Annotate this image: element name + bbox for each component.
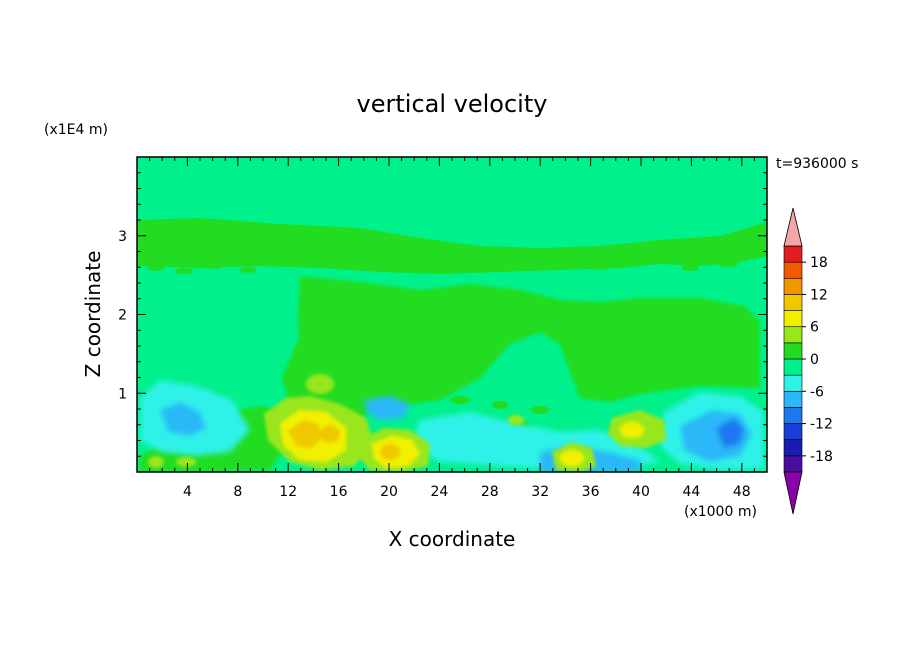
mid-level-updraft (298, 276, 760, 406)
colorbar-swatch (783, 407, 803, 424)
colorbar-tick-label: -6 (810, 384, 824, 400)
colorbar-under-arrow (783, 471, 803, 515)
colorbar-tick-label: 18 (810, 255, 828, 271)
left-updraft-tower (282, 324, 380, 420)
x-tick-label: 12 (279, 484, 297, 500)
x-tick-label: 8 (233, 484, 242, 500)
x-tick-label: 44 (682, 484, 700, 500)
colorbar-swatch (783, 439, 803, 457)
x-tick-label: 48 (733, 484, 751, 500)
time-label: t=936000 s (776, 156, 858, 172)
updraft-cores (148, 374, 666, 472)
x-tick-label: 36 (582, 484, 600, 500)
x-tick-label: 24 (430, 484, 448, 500)
x-tick-label: 4 (183, 484, 192, 500)
x-axis-title: X coordinate (389, 527, 516, 551)
colorbar-swatch (783, 358, 803, 376)
chart-title: vertical velocity (357, 90, 548, 118)
colorbar-tick-label: 12 (810, 287, 828, 303)
colorbar-swatch (783, 294, 803, 311)
colorbar: 18 12 6 0 -6 -12 -18 (783, 207, 833, 515)
colorbar-tick-label: -18 (810, 449, 833, 465)
colorbar-over-arrow (783, 207, 803, 247)
y-tick-label: 1 (118, 386, 127, 402)
x-unit-label: (x1000 m) (684, 504, 757, 520)
colorbar-tick-label: 0 (810, 352, 819, 368)
y-tick-label: 3 (118, 229, 127, 245)
x-tick-label: 28 (481, 484, 499, 500)
colorbar-swatch (783, 245, 803, 263)
colorbar-tick-label: -12 (810, 417, 833, 433)
colorbar-swatch (783, 455, 803, 473)
colorbar-swatch (783, 277, 803, 295)
x-tick-label: 40 (632, 484, 650, 500)
upper-updraft-band (137, 218, 767, 274)
colorbar-swatch (783, 326, 803, 344)
downdraft-regions (140, 380, 764, 472)
colorbar-swatch (783, 390, 803, 408)
y-axis-title: Z coordinate (81, 251, 105, 378)
colorbar-swatch (783, 374, 803, 392)
colorbar-swatch (783, 342, 803, 360)
y-unit-label: (x1E4 m) (44, 122, 108, 138)
colorbar-tick-label: 6 (810, 320, 819, 336)
x-tick-label: 16 (330, 484, 348, 500)
colorbar-swatch (783, 261, 803, 279)
plot-area (137, 157, 767, 472)
colorbar-swatch (783, 423, 803, 441)
x-tick-label: 32 (531, 484, 549, 500)
x-tick-label: 20 (380, 484, 398, 500)
colorbar-swatch (783, 310, 803, 328)
y-tick-label: 2 (118, 308, 127, 324)
